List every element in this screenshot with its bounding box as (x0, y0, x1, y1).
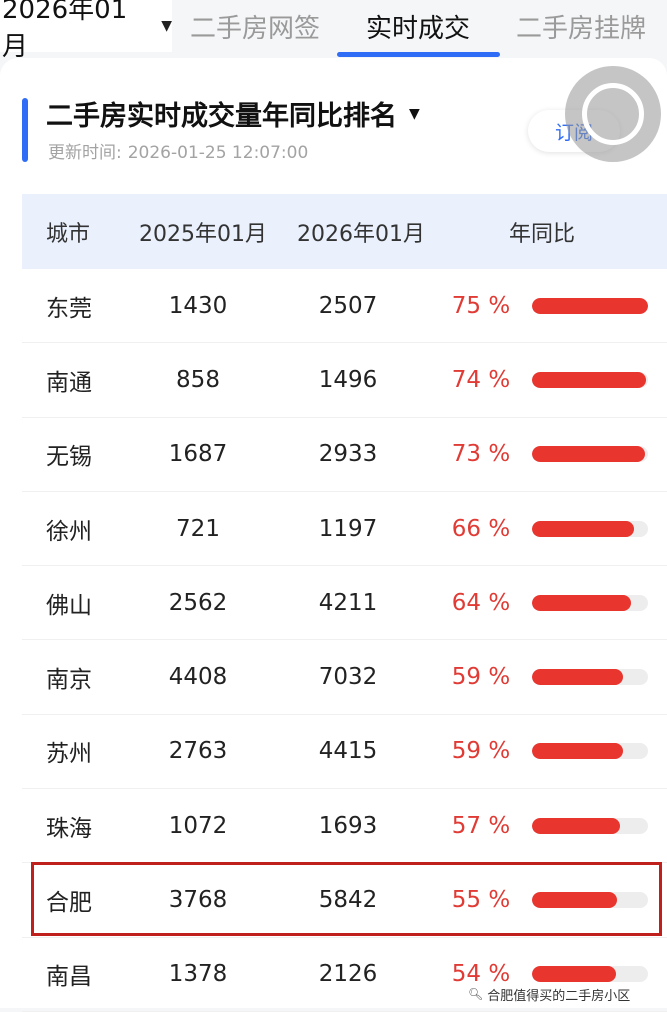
yoy-bar-fill (532, 892, 618, 909)
yoy-bar (532, 817, 648, 834)
yoy-bar (532, 297, 648, 314)
header-yoy: 年同比 (508, 221, 575, 247)
table-row[interactable]: 合肥 3768 5842 55 % (22, 863, 667, 938)
table-row[interactable]: 东莞 1430 2507 75 % (22, 269, 667, 344)
city-cell: 苏州 (46, 741, 92, 768)
value-2026-cell: 7032 (318, 664, 378, 691)
table-row[interactable]: 珠海 1072 1693 57 % (22, 789, 667, 864)
active-tab-indicator (337, 52, 500, 57)
value-2026-cell: 1693 (318, 812, 378, 839)
yoy-bar-fill (532, 297, 648, 314)
yoy-percent-cell: 66 % (451, 515, 511, 542)
floating-assist-button[interactable] (565, 66, 661, 162)
table-row[interactable]: 南京 4408 7032 59 % (22, 640, 667, 715)
card-title-selector[interactable]: 二手房实时成交量年同比排名 ▼ (46, 94, 420, 133)
yoy-bar (532, 446, 648, 463)
yoy-bar-fill (532, 817, 621, 834)
tab-listings[interactable]: 二手房挂牌 (516, 13, 647, 44)
value-2025-cell: 1687 (168, 441, 228, 468)
yoy-bar (532, 520, 648, 537)
yoy-bar (532, 669, 648, 686)
value-2026-cell: 5842 (318, 887, 378, 914)
update-time: 更新时间: 2026-01-25 12:07:00 (48, 138, 308, 163)
yoy-bar-fill (532, 520, 635, 537)
tab-realtime-deal[interactable]: 实时成交 (366, 13, 471, 44)
city-cell: 无锡 (46, 444, 92, 471)
ring-icon (582, 83, 644, 145)
yoy-percent-cell: 73 % (451, 441, 511, 468)
value-2025-cell: 2562 (168, 589, 228, 616)
value-2025-cell: 1430 (168, 292, 228, 319)
yoy-bar (532, 966, 648, 983)
table-row[interactable]: 无锡 1687 2933 73 % (22, 418, 667, 492)
value-2026-cell: 4211 (318, 589, 378, 616)
month-selector-label: 2026年01月 (2, 0, 128, 58)
yoy-bar (532, 371, 648, 388)
update-time-label: 更新时间: (48, 143, 122, 163)
watermark: 🔍︎ 合肥值得买的二手房小区 (458, 982, 641, 1006)
value-2026-cell: 1496 (318, 366, 378, 393)
yoy-percent-cell: 64 % (451, 589, 511, 616)
yoy-bar-fill (532, 743, 624, 760)
tab-online-sign[interactable]: 二手房网签 (190, 13, 321, 44)
yoy-percent-cell: 75 % (451, 292, 511, 319)
yoy-bar (532, 892, 648, 909)
city-cell: 珠海 (46, 815, 92, 842)
value-2026-cell: 4415 (318, 738, 378, 765)
update-time-value: 2026-01-25 12:07:00 (127, 143, 309, 163)
table-row[interactable]: 佛山 2562 4211 64 % (22, 566, 667, 641)
table-header: 城市 2025年01月 2026年01月 年同比 (22, 194, 667, 269)
city-cell: 徐州 (46, 518, 92, 545)
table-row[interactable]: 徐州 721 1197 66 % (22, 492, 667, 567)
city-cell: 南通 (46, 369, 92, 396)
header-2025-jan: 2025年01月 (139, 221, 267, 247)
title-accent-bar (22, 98, 28, 162)
city-cell: 南昌 (46, 964, 92, 991)
yoy-percent-cell: 59 % (451, 664, 511, 691)
value-2025-cell: 721 (176, 515, 220, 542)
value-2025-cell: 1378 (168, 961, 228, 988)
table-body: 东莞 1430 2507 75 % 南通 858 1496 74 % 无锡 1687 2933 73 … (22, 269, 667, 1012)
yoy-percent-cell: 74 % (451, 366, 511, 393)
city-cell: 东莞 (46, 295, 92, 322)
yoy-bar-fill (532, 669, 624, 686)
yoy-bar (532, 743, 648, 760)
yoy-percent-cell: 55 % (451, 887, 511, 914)
table-row[interactable]: 南通 858 1496 74 % (22, 343, 667, 418)
city-cell: 合肥 (46, 890, 92, 917)
yoy-percent-cell: 59 % (451, 738, 511, 765)
value-2025-cell: 858 (176, 366, 220, 393)
value-2025-cell: 2763 (168, 738, 228, 765)
value-2026-cell: 2126 (318, 961, 378, 988)
table-row[interactable]: 苏州 2763 4415 59 % (22, 715, 667, 790)
month-selector[interactable]: 2026年01月 ▼ (0, 0, 172, 58)
yoy-bar-fill (532, 594, 631, 611)
yoy-bar-fill (532, 446, 645, 463)
yoy-bar (532, 594, 648, 611)
yoy-bar-fill (532, 371, 647, 388)
city-cell: 南京 (46, 667, 92, 694)
header-city: 城市 (46, 221, 91, 247)
value-2025-cell: 3768 (168, 887, 228, 914)
table-row[interactable]: 南昌 1378 2126 54 % (22, 938, 667, 1012)
value-2025-cell: 1072 (168, 812, 228, 839)
caret-down-icon: ▼ (409, 105, 420, 122)
header-2026-jan: 2026年01月 (297, 221, 425, 247)
top-tab-bar: 2026年01月 ▼ 二手房网签 实时成交 二手房挂牌 (0, 0, 667, 58)
card-title: 二手房实时成交量年同比排名 (46, 101, 397, 132)
value-2025-cell: 4408 (168, 664, 228, 691)
ranking-card: 二手房实时成交量年同比排名 ▼ 更新时间: 2026-01-25 12:07:00… (0, 58, 667, 1012)
city-cell: 佛山 (46, 592, 92, 619)
yoy-bar-fill (532, 966, 616, 983)
value-2026-cell: 1197 (318, 515, 378, 542)
yoy-percent-cell: 57 % (451, 812, 511, 839)
caret-down-icon: ▼ (161, 18, 172, 34)
search-icon: 🔍︎ (468, 987, 484, 1001)
value-2026-cell: 2933 (318, 441, 378, 468)
watermark-text: 合肥值得买的二手房小区 (487, 988, 631, 1004)
value-2026-cell: 2507 (318, 292, 378, 319)
